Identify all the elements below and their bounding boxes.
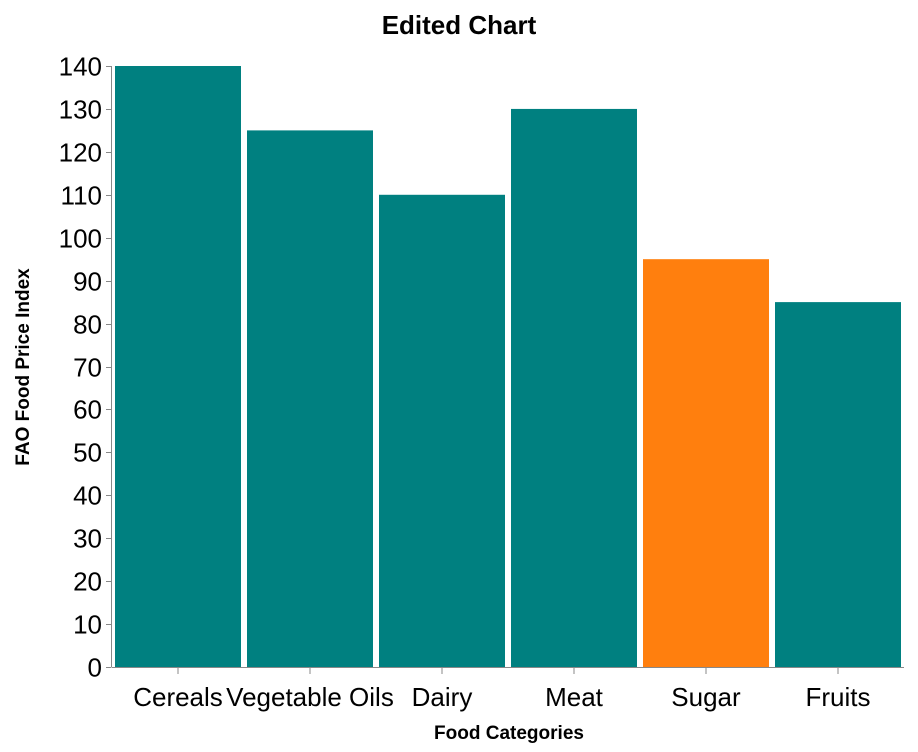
y-tick-label: 0 <box>88 653 102 683</box>
x-tick-label: Meat <box>545 682 604 712</box>
y-tick-label: 70 <box>73 353 102 383</box>
bars <box>115 66 901 668</box>
x-axis: Cereals Vegetable Oils Dairy Meat Sugar Fruit… <box>112 667 904 712</box>
bar-vegetable-oils[interactable] <box>247 130 373 668</box>
x-tick-label: Cereals <box>133 682 223 712</box>
y-tick-label: 10 <box>73 610 102 640</box>
bar-dairy[interactable] <box>379 194 505 668</box>
x-tick-label: Vegetable Oils <box>226 682 394 712</box>
y-tick-label: 90 <box>73 267 102 297</box>
y-tick-label: 140 <box>59 52 102 82</box>
bar-meat[interactable] <box>511 108 637 667</box>
x-axis-title: Food Categories <box>434 723 584 744</box>
y-axis-title: FAO Food Price Index <box>13 268 34 466</box>
x-tick-label: Sugar <box>671 682 741 712</box>
x-tick-label: Dairy <box>412 682 473 712</box>
bar-sugar[interactable] <box>643 259 769 667</box>
bar-fruits[interactable] <box>775 302 901 667</box>
y-tick-label: 20 <box>73 567 102 597</box>
y-tick-label: 50 <box>73 438 102 468</box>
y-tick-label: 110 <box>61 181 102 211</box>
y-tick-label: 40 <box>73 481 102 511</box>
y-tick-label: 60 <box>73 395 102 425</box>
y-tick-label: 130 <box>59 95 102 125</box>
bar-cereals[interactable] <box>115 66 241 667</box>
y-tick-label: 120 <box>59 138 102 168</box>
y-tick-label: 80 <box>73 310 102 340</box>
y-axis: 0 10 20 30 40 50 60 70 80 90 100 110 120 130 140 <box>59 52 112 683</box>
y-tick-label: 100 <box>59 224 102 254</box>
y-tick-label: 30 <box>73 524 102 554</box>
chart-title: Edited Chart <box>382 10 537 40</box>
x-tick-label: Fruits <box>806 682 871 712</box>
